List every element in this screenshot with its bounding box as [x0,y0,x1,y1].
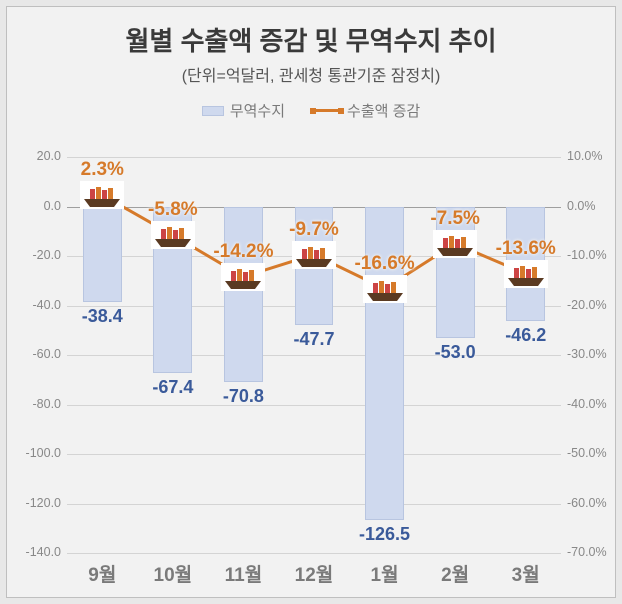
legend-swatch-line [313,109,341,112]
line-value-label: -5.8% [128,199,218,221]
right-axis-tick-label: -60.0% [567,496,617,510]
line-value-label: 2.3% [57,159,147,181]
x-category-label: 11월 [208,560,279,587]
x-category-label: 12월 [279,560,350,587]
chart-title: 월별 수출액 증감 및 무역수지 추이 [7,21,615,58]
right-axis-tick-label: -50.0% [567,446,617,460]
x-category-label: 2월 [420,560,491,587]
left-axis-tick-label: 20.0 [17,149,61,163]
ship-marker-icon [292,241,336,269]
left-axis-tick-label: -140.0 [17,545,61,559]
legend-label-line: 수출액 증감 [347,100,420,121]
ship-marker-icon [151,221,195,249]
line-value-label: -13.6% [481,238,571,260]
left-axis-tick-label: 0.0 [17,199,61,213]
right-axis-tick-label: -70.0% [567,545,617,559]
right-axis-tick-label: -30.0% [567,347,617,361]
line-value-label: -14.2% [198,241,288,263]
chart-frame: 월별 수출액 증감 및 무역수지 추이 (단위=억달러, 관세청 통관기준 잠정… [6,6,616,598]
left-axis-tick-label: -80.0 [17,397,61,411]
plot-area: 20.010.0%0.00.0%-20.0-10.0%-40.0-20.0%-6… [67,157,561,553]
ship-marker-icon [80,181,124,209]
chart-subtitle: (단위=억달러, 관세청 통관기준 잠정치) [7,62,615,86]
left-axis-tick-label: -20.0 [17,248,61,262]
ship-marker-icon [433,230,477,258]
left-axis-tick-label: -100.0 [17,446,61,460]
left-axis-tick-label: -120.0 [17,496,61,510]
line-value-label: -7.5% [410,208,500,230]
legend-swatch-bar [202,106,224,116]
right-axis-tick-label: -40.0% [567,397,617,411]
legend-label-bar: 무역수지 [230,100,285,121]
legend-item-bar: 무역수지 [202,100,285,121]
ship-marker-icon [221,263,265,291]
right-axis-tick-label: 10.0% [567,149,617,163]
legend-item-line: 수출액 증감 [313,100,420,121]
x-category-label: 10월 [138,560,209,587]
gridline [67,553,561,554]
right-axis-tick-label: -20.0% [567,298,617,312]
left-axis-tick-label: -60.0 [17,347,61,361]
right-axis-tick-label: -10.0% [567,248,617,262]
x-category-label: 3월 [490,560,561,587]
x-category-label: 1월 [349,560,420,587]
right-axis-tick-label: 0.0% [567,199,617,213]
line-value-label: -16.6% [340,253,430,275]
legend: 무역수지 수출액 증감 [7,100,615,121]
ship-marker-icon [504,260,548,288]
left-axis-tick-label: -40.0 [17,298,61,312]
x-category-label: 9월 [67,560,138,587]
line-value-label: -9.7% [269,219,359,241]
ship-marker-icon [363,275,407,303]
